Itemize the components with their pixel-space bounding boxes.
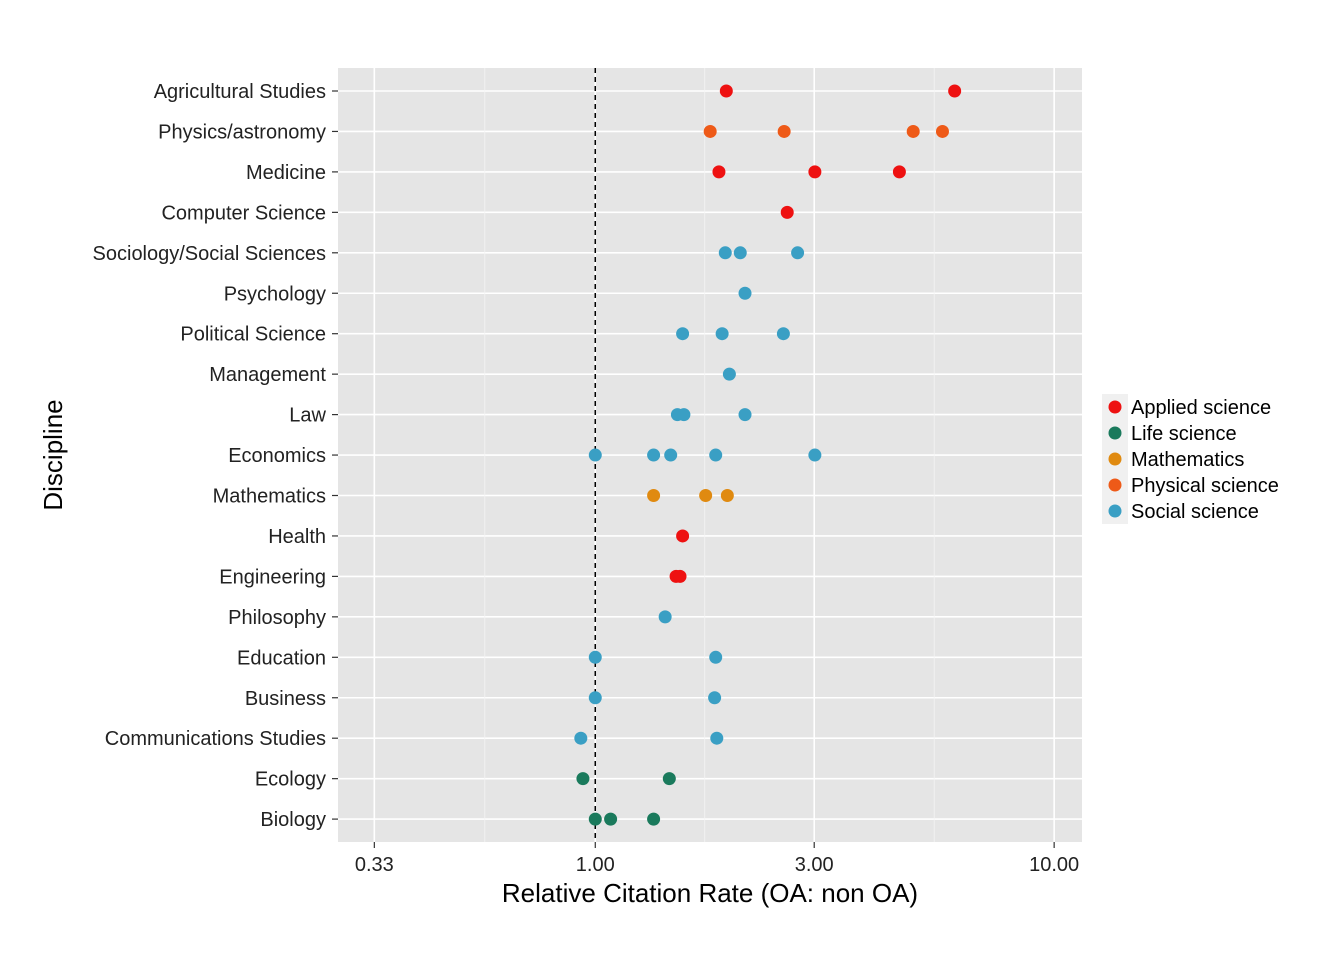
data-point-social-science — [708, 691, 722, 705]
data-point-social-science — [715, 327, 729, 341]
data-point-life-science — [576, 772, 590, 786]
data-point-social-science — [710, 731, 724, 745]
data-point-mathematics — [720, 489, 734, 502]
legend-marker — [1108, 478, 1122, 492]
y-tick-label: Management — [209, 364, 326, 386]
data-point-social-science — [709, 650, 723, 664]
data-point-applied-science — [673, 569, 687, 583]
x-tick-label: 1.00 — [576, 854, 615, 876]
data-point-physical-science — [703, 124, 717, 138]
y-tick-label: Sociology/Social Sciences — [93, 243, 326, 265]
y-tick-label: Engineering — [219, 566, 326, 588]
data-point-applied-science — [948, 84, 962, 98]
legend-marker — [1108, 400, 1122, 414]
legend-label: Life science — [1131, 423, 1237, 445]
legend-label: Mathematics — [1131, 449, 1244, 471]
y-tick-label: Communications Studies — [105, 728, 326, 750]
x-axis-title: Relative Citation Rate (OA: non OA) — [502, 878, 918, 908]
data-point-social-science — [647, 448, 661, 462]
y-tick-label: Economics — [228, 445, 326, 467]
data-point-applied-science — [780, 205, 794, 219]
data-point-applied-science — [712, 165, 726, 179]
x-tick-label: 10.00 — [1029, 854, 1079, 876]
data-point-physical-science — [935, 124, 949, 138]
data-point-life-science — [647, 812, 661, 826]
y-tick-label: Physics/astronomy — [158, 121, 326, 143]
data-point-social-science — [808, 448, 822, 462]
data-point-social-science — [709, 448, 723, 462]
y-tick-label: Health — [268, 526, 326, 548]
data-point-social-science — [722, 367, 736, 381]
legend-label: Applied science — [1131, 397, 1271, 419]
y-tick-label: Agricultural Studies — [154, 81, 326, 103]
y-tick-label: Education — [237, 647, 326, 669]
legend-marker — [1108, 452, 1122, 466]
y-tick-label: Medicine — [246, 162, 326, 184]
y-tick-label: Political Science — [180, 324, 326, 346]
y-axis-title: Discipline — [38, 399, 68, 510]
data-point-social-science — [574, 731, 588, 745]
data-point-social-science — [733, 246, 747, 260]
data-point-life-science — [604, 812, 618, 826]
data-point-mathematics — [699, 489, 713, 502]
x-tick-label: 0.33 — [355, 854, 394, 876]
y-tick-label: Computer Science — [161, 202, 326, 224]
data-point-mathematics — [647, 489, 661, 502]
x-tick-label: 3.00 — [795, 854, 834, 876]
data-point-social-science — [791, 246, 805, 260]
data-point-applied-science — [808, 165, 822, 179]
data-point-social-science — [588, 650, 602, 664]
data-point-social-science — [658, 610, 672, 624]
data-point-life-science — [662, 772, 676, 786]
data-point-social-science — [738, 286, 752, 300]
data-points — [574, 84, 962, 826]
y-tick-label: Ecology — [255, 769, 326, 791]
y-tick-label: Mathematics — [213, 486, 326, 508]
legend: Applied science Life science Mathematics Ph… — [1102, 394, 1279, 524]
y-tick-label: Philosophy — [228, 607, 326, 629]
data-point-physical-science — [777, 124, 791, 138]
data-point-social-science — [718, 246, 732, 260]
y-tick-label: Psychology — [224, 283, 326, 305]
x-axis: 0.33 1.00 3.00 10.00 — [355, 842, 1079, 876]
data-point-social-science — [676, 327, 690, 341]
data-point-life-science — [588, 812, 602, 826]
data-point-social-science — [588, 691, 602, 705]
data-point-social-science — [664, 448, 678, 462]
legend-marker — [1108, 426, 1122, 440]
y-tick-label: Biology — [260, 809, 326, 831]
data-point-social-science — [738, 408, 752, 422]
y-tick-label: Business — [245, 688, 326, 710]
y-axis: Agricultural Studies Physics/astronomy Med… — [93, 81, 338, 831]
data-point-social-science — [677, 408, 691, 422]
legend-label: Physical science — [1131, 475, 1279, 497]
data-point-social-science — [588, 448, 602, 462]
data-point-physical-science — [906, 124, 920, 138]
data-point-applied-science — [892, 165, 906, 179]
data-point-applied-science — [676, 529, 690, 543]
legend-marker — [1108, 504, 1122, 518]
legend-label: Social science — [1131, 501, 1259, 523]
data-point-applied-science — [719, 84, 733, 98]
data-point-social-science — [776, 327, 790, 341]
y-tick-label: Law — [289, 405, 326, 427]
